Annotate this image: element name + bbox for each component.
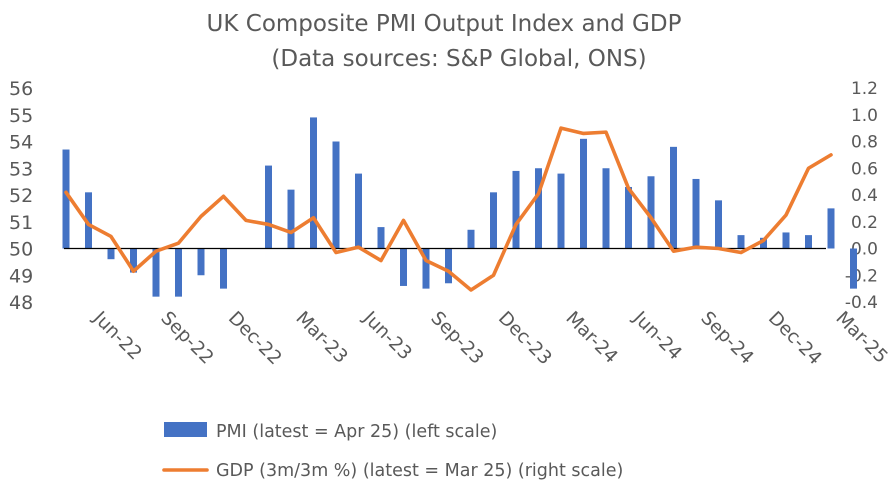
pmi-bar	[310, 117, 317, 249]
left-axis: 48 49 50 51 52 53 54 55 56	[9, 78, 33, 314]
pmi-bar	[490, 192, 497, 249]
x-tick-label: Mar-24	[561, 308, 621, 368]
pmi-bar	[265, 165, 272, 249]
x-tick-label: Mar-23	[291, 308, 351, 368]
pmi-bar	[715, 200, 722, 249]
pmi-bar	[467, 229, 475, 249]
pmi-bar	[625, 186, 632, 249]
left-tick-label: 51	[9, 212, 33, 234]
pmi-bar	[850, 248, 857, 289]
x-tick-label: Sep-22	[156, 308, 217, 369]
x-axis: Jun-22 Sep-22 Dec-22 Mar-23 Jun-23 Sep-23 Dec-…	[88, 307, 889, 369]
right-tick-label: -0.2	[845, 266, 878, 286]
right-tick-label: -0.4	[845, 293, 878, 313]
pmi-bar	[580, 138, 587, 249]
right-tick-label: 0.2	[851, 213, 878, 233]
left-tick-label: 49	[9, 265, 33, 287]
x-tick-label: Dec-24	[764, 308, 826, 370]
pmi-bar	[805, 235, 812, 249]
pmi-bar	[557, 173, 565, 249]
gdp-line	[64, 126, 833, 292]
pmi-bar	[62, 149, 70, 249]
pmi-bar	[445, 248, 452, 284]
pmi-bar	[175, 248, 182, 297]
left-tick-label: 50	[9, 239, 33, 261]
left-tick-label: 55	[9, 105, 33, 127]
x-tick-label: Dec-23	[494, 308, 556, 370]
pmi-bar	[377, 227, 385, 249]
pmi-bar	[602, 168, 610, 249]
left-tick-label: 56	[9, 78, 33, 100]
pmi-bar	[220, 248, 227, 289]
right-axis: -0.4 -0.2 0.0 0.2 0.4 0.6 0.8 1.0 1.2	[845, 79, 878, 313]
x-tick-label: Sep-23	[426, 308, 487, 369]
right-tick-label: 0.0	[851, 240, 878, 260]
pmi-bar	[827, 208, 835, 249]
pmi-bar	[512, 170, 520, 249]
pmi-bar	[107, 248, 115, 260]
right-tick-label: 1.0	[851, 106, 878, 126]
chart-title: UK Composite PMI Output Index and GDP	[207, 11, 682, 37]
pmi-bar	[670, 146, 677, 249]
chart-subtitle: (Data sources: S&P Global, ONS)	[271, 46, 646, 72]
x-tick-label: Sep-24	[696, 308, 757, 369]
pmi-bar	[760, 237, 767, 249]
left-tick-label: 52	[9, 185, 33, 207]
right-tick-label: 0.4	[851, 186, 878, 206]
legend-swatch-pmi	[164, 422, 207, 437]
pmi-bar	[130, 248, 137, 273]
right-tick-label: 0.6	[851, 159, 878, 179]
pmi-bar	[535, 168, 542, 249]
x-tick-label: Jun-22	[88, 307, 145, 364]
x-tick-label: Mar-25	[831, 308, 889, 368]
pmi-bar	[647, 176, 655, 249]
left-tick-label: 48	[9, 292, 33, 314]
pmi-bar	[782, 232, 790, 249]
pmi-bar	[355, 173, 362, 249]
legend: PMI (latest = Apr 25) (left scale) GDP (…	[162, 422, 623, 481]
pmi-bar	[152, 248, 160, 297]
x-tick-label: Dec-22	[224, 308, 286, 370]
pmi-bar	[692, 178, 700, 249]
left-tick-label: 53	[9, 158, 33, 180]
right-tick-label: 0.8	[851, 133, 878, 153]
legend-label-gdp: GDP (3m/3m %) (latest = Mar 25) (right s…	[216, 461, 623, 481]
pmi-bar	[332, 141, 340, 249]
legend-label-pmi: PMI (latest = Apr 25) (left scale)	[216, 422, 497, 442]
pmi-bars	[62, 117, 857, 297]
pmi-bar	[85, 192, 92, 249]
x-tick-label: Jun-23	[358, 307, 415, 364]
pmi-bar	[422, 248, 430, 289]
x-tick-label: Jun-24	[628, 307, 685, 364]
pmi-bar	[197, 248, 205, 276]
pmi-bar	[737, 235, 745, 249]
left-tick-label: 54	[9, 132, 33, 154]
pmi-bar	[400, 248, 407, 286]
right-tick-label: 1.2	[851, 79, 878, 99]
pmi-bar	[287, 189, 295, 249]
